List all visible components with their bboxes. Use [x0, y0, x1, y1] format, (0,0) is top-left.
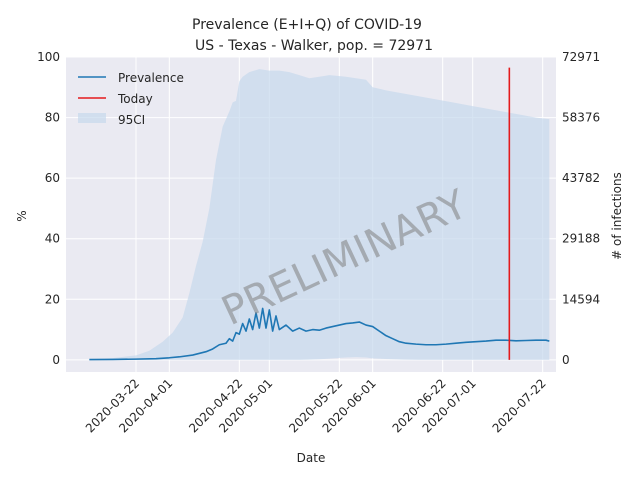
y-tick-label-right: 29188	[562, 232, 600, 246]
y-tick-label-left: 60	[45, 171, 60, 185]
y-tick-label-right: 58376	[562, 111, 600, 125]
ci-band-group	[89, 69, 550, 360]
chart-title-line1: Prevalence (E+I+Q) of COVID-19	[192, 17, 422, 33]
y-tick-label-left: 100	[37, 50, 60, 64]
prevalence-line-group	[89, 307, 550, 361]
legend-label: 95CI	[118, 113, 145, 127]
legend-label: Prevalence	[118, 71, 184, 85]
chart-title-line2: US - Texas - Walker, pop. = 72971	[195, 38, 433, 54]
y-tick-label-right: 14594	[562, 292, 600, 306]
y-axis-label-left: %	[15, 210, 29, 221]
y-tick-label-left: 40	[45, 232, 60, 246]
ci-band	[89, 69, 550, 360]
y-axis-label-right: # of infections	[610, 172, 624, 260]
prevalence-line	[89, 307, 550, 361]
y-tick-label-right: 0	[562, 353, 570, 367]
y-tick-label-left: 20	[45, 292, 60, 306]
x-axis-label: Date	[297, 451, 326, 465]
y-tick-label-left: 0	[52, 353, 60, 367]
legend-label: Today	[117, 92, 153, 106]
y-tick-label-right: 72971	[562, 50, 600, 64]
y-tick-label-right: 43782	[562, 171, 600, 185]
legend: Prevalence Today 95CI	[78, 71, 184, 127]
x-tick-label: 2020-07-22	[490, 376, 549, 435]
y-tick-label-left: 80	[45, 111, 60, 125]
legend-swatch-ci	[78, 113, 106, 123]
